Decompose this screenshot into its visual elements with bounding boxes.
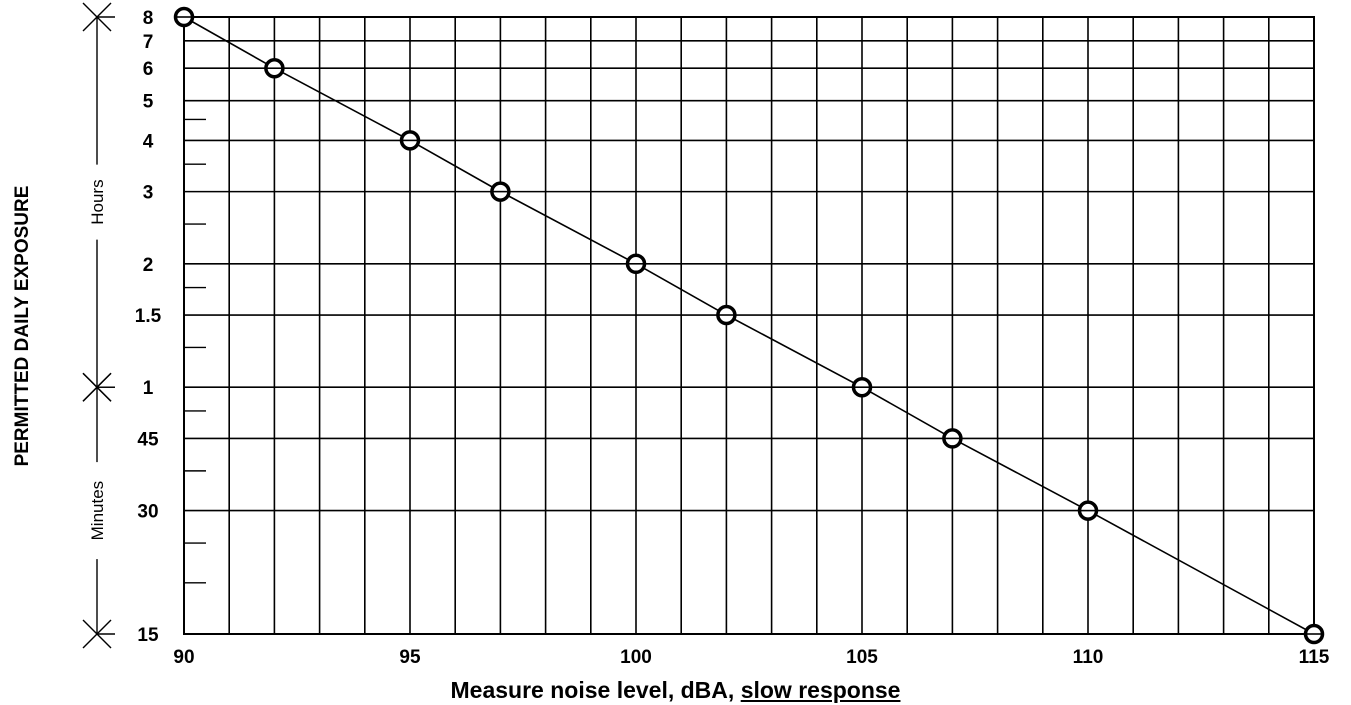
series <box>173 6 1325 645</box>
bracket-cap <box>82 372 98 388</box>
bracket-cap <box>96 372 112 388</box>
x-tick-labels: 90 95 100 105 110 115 <box>173 647 1329 668</box>
bracket-cap <box>82 619 98 635</box>
bracket-label: Minutes <box>88 481 107 541</box>
x-axis-label-underlined: slow response <box>740 677 901 703</box>
data-point <box>625 253 647 275</box>
data-point <box>173 6 195 28</box>
bracket-cap <box>82 2 98 18</box>
y-tick-label: 3 <box>143 183 154 204</box>
bracket-cap <box>96 619 112 635</box>
minor-ticks <box>184 118 206 584</box>
unit-brackets: Hours Minutes <box>82 2 115 649</box>
x-axis-label: Measure noise level, dBA, slow response <box>0 677 1351 704</box>
bracket-cap <box>82 633 98 649</box>
bracket-cap <box>96 386 112 402</box>
x-axis-label-main: Measure noise level, dBA, <box>450 677 741 703</box>
bracket-hours: Hours <box>82 2 115 402</box>
data-point <box>716 304 737 326</box>
series-line <box>183 16 1315 635</box>
bracket-cap <box>82 386 98 402</box>
x-tick-label: 90 <box>173 647 194 668</box>
bracket-cap <box>82 16 98 32</box>
y-tick-label: 30 <box>137 502 158 523</box>
x-tick-label: 100 <box>620 647 652 668</box>
y-tick-label: 5 <box>143 92 154 113</box>
y-tick-label: 8 <box>143 8 154 29</box>
x-tick-label: 105 <box>846 647 878 668</box>
bracket-cap <box>96 16 112 32</box>
bracket-minutes: Minutes <box>82 372 115 649</box>
data-point <box>490 181 511 202</box>
data-point <box>1303 623 1325 645</box>
data-point <box>399 130 421 151</box>
y-tick-label: 7 <box>143 32 154 53</box>
bracket-cap <box>96 2 112 18</box>
plot-border <box>183 16 1315 635</box>
y-tick-label: 2 <box>143 255 154 276</box>
data-point <box>942 428 963 449</box>
x-tick-label: 115 <box>1299 647 1330 668</box>
y-tick-label: 4 <box>143 131 154 152</box>
x-tick-label: 95 <box>399 647 421 668</box>
y-tick-label: 1 <box>143 378 154 399</box>
data-point <box>1077 500 1099 521</box>
grid <box>183 16 1315 635</box>
bracket-cap <box>96 633 112 649</box>
y-tick-label: 1.5 <box>135 306 162 327</box>
x-tick-label: 110 <box>1073 647 1104 668</box>
y-tick-labels: 8 7 6 5 4 3 2 1.5 1 45 30 15 <box>135 8 162 646</box>
data-point <box>264 57 285 79</box>
y-tick-label: 15 <box>137 625 159 646</box>
y-tick-label: 6 <box>143 59 154 80</box>
data-point <box>851 376 873 398</box>
bracket-label: Hours <box>88 179 107 224</box>
y-tick-label: 45 <box>137 429 159 450</box>
y-axis-label: PERMITTED DAILY EXPOSURE <box>12 186 33 467</box>
